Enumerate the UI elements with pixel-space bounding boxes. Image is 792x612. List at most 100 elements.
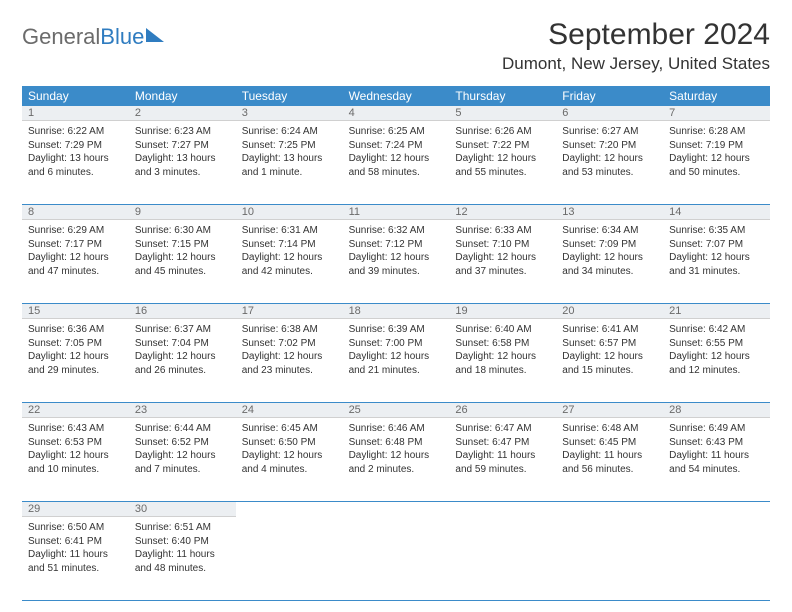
day-details: Sunrise: 6:51 AMSunset: 6:40 PMDaylight:… bbox=[135, 521, 230, 575]
day-details: Sunrise: 6:38 AMSunset: 7:02 PMDaylight:… bbox=[242, 323, 337, 377]
calendar-day: Sunrise: 6:45 AMSunset: 6:50 PMDaylight:… bbox=[236, 417, 343, 501]
day-details: Sunrise: 6:47 AMSunset: 6:47 PMDaylight:… bbox=[455, 422, 550, 476]
day-number: 10 bbox=[236, 205, 343, 219]
weekday-header: Friday bbox=[556, 86, 663, 106]
weekday-header: Sunday bbox=[22, 86, 129, 106]
day-number: 19 bbox=[449, 304, 556, 318]
calendar-day: Sunrise: 6:31 AMSunset: 7:14 PMDaylight:… bbox=[236, 219, 343, 303]
calendar-day: Sunrise: 6:33 AMSunset: 7:10 PMDaylight:… bbox=[449, 219, 556, 303]
logo: GeneralBlue bbox=[22, 24, 164, 50]
day-number: 4 bbox=[343, 106, 450, 120]
day-details: Sunrise: 6:29 AMSunset: 7:17 PMDaylight:… bbox=[28, 224, 123, 278]
page-title: September 2024 bbox=[502, 18, 770, 52]
calendar-week: Sunrise: 6:22 AMSunset: 7:29 PMDaylight:… bbox=[22, 120, 770, 205]
day-number: 12 bbox=[449, 205, 556, 219]
weekday-header: Wednesday bbox=[343, 86, 450, 106]
day-number: 7 bbox=[663, 106, 770, 120]
calendar-week: Sunrise: 6:50 AMSunset: 6:41 PMDaylight:… bbox=[22, 516, 770, 601]
logo-text-blue: Blue bbox=[100, 24, 144, 50]
calendar-day bbox=[343, 516, 450, 600]
weekday-header: Monday bbox=[129, 86, 236, 106]
calendar-day: Sunrise: 6:25 AMSunset: 7:24 PMDaylight:… bbox=[343, 120, 450, 204]
day-number: 17 bbox=[236, 304, 343, 318]
day-details: Sunrise: 6:31 AMSunset: 7:14 PMDaylight:… bbox=[242, 224, 337, 278]
calendar-day: Sunrise: 6:37 AMSunset: 7:04 PMDaylight:… bbox=[129, 318, 236, 402]
day-number bbox=[343, 502, 450, 516]
day-number: 28 bbox=[663, 403, 770, 417]
day-number-row: 15161718192021 bbox=[22, 304, 770, 318]
calendar-day: Sunrise: 6:51 AMSunset: 6:40 PMDaylight:… bbox=[129, 516, 236, 600]
logo-sail-icon bbox=[146, 28, 164, 42]
calendar-day bbox=[556, 516, 663, 600]
day-number: 20 bbox=[556, 304, 663, 318]
day-details: Sunrise: 6:35 AMSunset: 7:07 PMDaylight:… bbox=[669, 224, 764, 278]
day-number: 26 bbox=[449, 403, 556, 417]
calendar-day bbox=[663, 516, 770, 600]
day-details: Sunrise: 6:30 AMSunset: 7:15 PMDaylight:… bbox=[135, 224, 230, 278]
calendar-day: Sunrise: 6:47 AMSunset: 6:47 PMDaylight:… bbox=[449, 417, 556, 501]
calendar-day: Sunrise: 6:32 AMSunset: 7:12 PMDaylight:… bbox=[343, 219, 450, 303]
day-details: Sunrise: 6:23 AMSunset: 7:27 PMDaylight:… bbox=[135, 125, 230, 179]
calendar-day: Sunrise: 6:46 AMSunset: 6:48 PMDaylight:… bbox=[343, 417, 450, 501]
calendar-week: Sunrise: 6:29 AMSunset: 7:17 PMDaylight:… bbox=[22, 219, 770, 304]
day-details: Sunrise: 6:22 AMSunset: 7:29 PMDaylight:… bbox=[28, 125, 123, 179]
calendar-day: Sunrise: 6:26 AMSunset: 7:22 PMDaylight:… bbox=[449, 120, 556, 204]
weekday-header: Tuesday bbox=[236, 86, 343, 106]
calendar-day bbox=[236, 516, 343, 600]
day-details: Sunrise: 6:26 AMSunset: 7:22 PMDaylight:… bbox=[455, 125, 550, 179]
calendar-day: Sunrise: 6:40 AMSunset: 6:58 PMDaylight:… bbox=[449, 318, 556, 402]
calendar-day: Sunrise: 6:30 AMSunset: 7:15 PMDaylight:… bbox=[129, 219, 236, 303]
calendar-day: Sunrise: 6:34 AMSunset: 7:09 PMDaylight:… bbox=[556, 219, 663, 303]
day-number: 1 bbox=[22, 106, 129, 120]
weekday-header: Saturday bbox=[663, 86, 770, 106]
day-number: 27 bbox=[556, 403, 663, 417]
day-number-row: 891011121314 bbox=[22, 205, 770, 219]
day-number: 8 bbox=[22, 205, 129, 219]
calendar-day: Sunrise: 6:29 AMSunset: 7:17 PMDaylight:… bbox=[22, 219, 129, 303]
day-number: 29 bbox=[22, 502, 129, 516]
calendar-day: Sunrise: 6:43 AMSunset: 6:53 PMDaylight:… bbox=[22, 417, 129, 501]
day-number: 30 bbox=[129, 502, 236, 516]
day-number bbox=[449, 502, 556, 516]
calendar-day: Sunrise: 6:39 AMSunset: 7:00 PMDaylight:… bbox=[343, 318, 450, 402]
day-details: Sunrise: 6:27 AMSunset: 7:20 PMDaylight:… bbox=[562, 125, 657, 179]
day-number: 14 bbox=[663, 205, 770, 219]
calendar-day: Sunrise: 6:23 AMSunset: 7:27 PMDaylight:… bbox=[129, 120, 236, 204]
day-details: Sunrise: 6:36 AMSunset: 7:05 PMDaylight:… bbox=[28, 323, 123, 377]
day-details: Sunrise: 6:24 AMSunset: 7:25 PMDaylight:… bbox=[242, 125, 337, 179]
day-details: Sunrise: 6:34 AMSunset: 7:09 PMDaylight:… bbox=[562, 224, 657, 278]
day-number: 6 bbox=[556, 106, 663, 120]
day-details: Sunrise: 6:25 AMSunset: 7:24 PMDaylight:… bbox=[349, 125, 444, 179]
day-details: Sunrise: 6:48 AMSunset: 6:45 PMDaylight:… bbox=[562, 422, 657, 476]
page-header: GeneralBlue September 2024 Dumont, New J… bbox=[22, 18, 770, 74]
calendar-day: Sunrise: 6:27 AMSunset: 7:20 PMDaylight:… bbox=[556, 120, 663, 204]
calendar-day: Sunrise: 6:36 AMSunset: 7:05 PMDaylight:… bbox=[22, 318, 129, 402]
day-number-row: 22232425262728 bbox=[22, 403, 770, 417]
day-details: Sunrise: 6:33 AMSunset: 7:10 PMDaylight:… bbox=[455, 224, 550, 278]
day-number: 5 bbox=[449, 106, 556, 120]
day-number: 23 bbox=[129, 403, 236, 417]
day-number: 16 bbox=[129, 304, 236, 318]
day-number: 2 bbox=[129, 106, 236, 120]
weekday-header-row: SundayMondayTuesdayWednesdayThursdayFrid… bbox=[22, 86, 770, 106]
day-number-row: 1234567 bbox=[22, 106, 770, 120]
calendar-day: Sunrise: 6:22 AMSunset: 7:29 PMDaylight:… bbox=[22, 120, 129, 204]
day-number: 15 bbox=[22, 304, 129, 318]
day-number: 24 bbox=[236, 403, 343, 417]
day-details: Sunrise: 6:42 AMSunset: 6:55 PMDaylight:… bbox=[669, 323, 764, 377]
day-number: 22 bbox=[22, 403, 129, 417]
calendar-body: 1234567Sunrise: 6:22 AMSunset: 7:29 PMDa… bbox=[22, 106, 770, 601]
day-details: Sunrise: 6:43 AMSunset: 6:53 PMDaylight:… bbox=[28, 422, 123, 476]
calendar-day: Sunrise: 6:24 AMSunset: 7:25 PMDaylight:… bbox=[236, 120, 343, 204]
calendar-day: Sunrise: 6:49 AMSunset: 6:43 PMDaylight:… bbox=[663, 417, 770, 501]
day-details: Sunrise: 6:45 AMSunset: 6:50 PMDaylight:… bbox=[242, 422, 337, 476]
day-details: Sunrise: 6:32 AMSunset: 7:12 PMDaylight:… bbox=[349, 224, 444, 278]
day-number bbox=[236, 502, 343, 516]
day-number: 3 bbox=[236, 106, 343, 120]
day-details: Sunrise: 6:44 AMSunset: 6:52 PMDaylight:… bbox=[135, 422, 230, 476]
day-number: 21 bbox=[663, 304, 770, 318]
day-number bbox=[556, 502, 663, 516]
calendar-day: Sunrise: 6:50 AMSunset: 6:41 PMDaylight:… bbox=[22, 516, 129, 600]
day-number: 9 bbox=[129, 205, 236, 219]
calendar-day: Sunrise: 6:41 AMSunset: 6:57 PMDaylight:… bbox=[556, 318, 663, 402]
